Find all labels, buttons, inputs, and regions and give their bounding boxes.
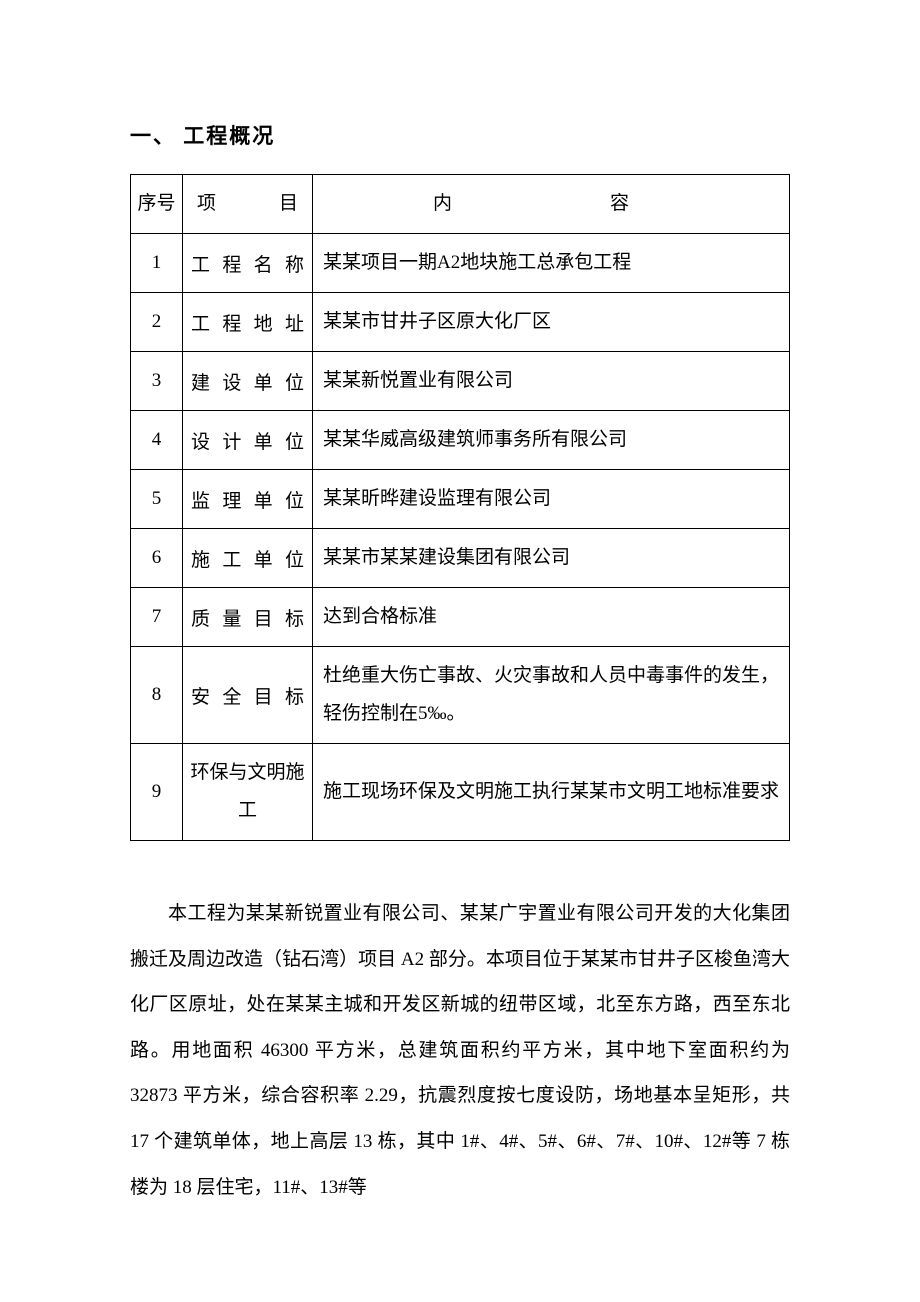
section-heading: 一、 工程概况 bbox=[130, 120, 790, 150]
table-row: 4 设 计 单 位 某某华威高级建筑师事务所有限公司 bbox=[131, 411, 790, 470]
cell-seq: 3 bbox=[131, 352, 183, 411]
cell-content: 某某新悦置业有限公司 bbox=[313, 352, 790, 411]
header-content: 内 容 bbox=[313, 175, 790, 234]
body-paragraph: 本工程为某某新锐置业有限公司、某某广宇置业有限公司开发的大化集团搬迁及周边改造（… bbox=[130, 891, 790, 1210]
cell-item: 工 程 地 址 bbox=[183, 293, 313, 352]
table-row: 3 建 设 单 位 某某新悦置业有限公司 bbox=[131, 352, 790, 411]
cell-item: 施 工 单 位 bbox=[183, 529, 313, 588]
cell-item: 工 程 名 称 bbox=[183, 234, 313, 293]
table-row: 6 施 工 单 位 某某市某某建设集团有限公司 bbox=[131, 529, 790, 588]
cell-content: 某某市某某建设集团有限公司 bbox=[313, 529, 790, 588]
cell-item: 安 全 目 标 bbox=[183, 647, 313, 744]
cell-content: 杜绝重大伤亡事故、火灾事故和人员中毒事件的发生，轻伤控制在5‰。 bbox=[313, 647, 790, 744]
table-row: 8 安 全 目 标 杜绝重大伤亡事故、火灾事故和人员中毒事件的发生，轻伤控制在5… bbox=[131, 647, 790, 744]
cell-content: 施工现场环保及文明施工执行某某市文明工地标准要求 bbox=[313, 744, 790, 841]
cell-content: 某某昕晔建设监理有限公司 bbox=[313, 470, 790, 529]
cell-seq: 9 bbox=[131, 744, 183, 841]
cell-content: 某某项目一期A2地块施工总承包工程 bbox=[313, 234, 790, 293]
cell-item: 设 计 单 位 bbox=[183, 411, 313, 470]
cell-seq: 7 bbox=[131, 588, 183, 647]
cell-content: 某某市甘井子区原大化厂区 bbox=[313, 293, 790, 352]
table-row: 9 环保与文明施工 施工现场环保及文明施工执行某某市文明工地标准要求 bbox=[131, 744, 790, 841]
header-item: 项 目 bbox=[183, 175, 313, 234]
table-row: 5 监 理 单 位 某某昕晔建设监理有限公司 bbox=[131, 470, 790, 529]
cell-seq: 8 bbox=[131, 647, 183, 744]
table-row: 1 工 程 名 称 某某项目一期A2地块施工总承包工程 bbox=[131, 234, 790, 293]
cell-item: 监 理 单 位 bbox=[183, 470, 313, 529]
cell-item: 质 量 目 标 bbox=[183, 588, 313, 647]
cell-seq: 6 bbox=[131, 529, 183, 588]
cell-item: 建 设 单 位 bbox=[183, 352, 313, 411]
table-row: 2 工 程 地 址 某某市甘井子区原大化厂区 bbox=[131, 293, 790, 352]
cell-content: 达到合格标准 bbox=[313, 588, 790, 647]
header-seq: 序号 bbox=[131, 175, 183, 234]
project-overview-table: 序号 项 目 内 容 1 工 程 名 称 某某项目一期A2地块施工总承包工程 2… bbox=[130, 174, 790, 841]
cell-seq: 2 bbox=[131, 293, 183, 352]
cell-seq: 1 bbox=[131, 234, 183, 293]
cell-seq: 5 bbox=[131, 470, 183, 529]
cell-item: 环保与文明施工 bbox=[183, 744, 313, 841]
cell-content: 某某华威高级建筑师事务所有限公司 bbox=[313, 411, 790, 470]
cell-seq: 4 bbox=[131, 411, 183, 470]
table-row: 7 质 量 目 标 达到合格标准 bbox=[131, 588, 790, 647]
table-header-row: 序号 项 目 内 容 bbox=[131, 175, 790, 234]
